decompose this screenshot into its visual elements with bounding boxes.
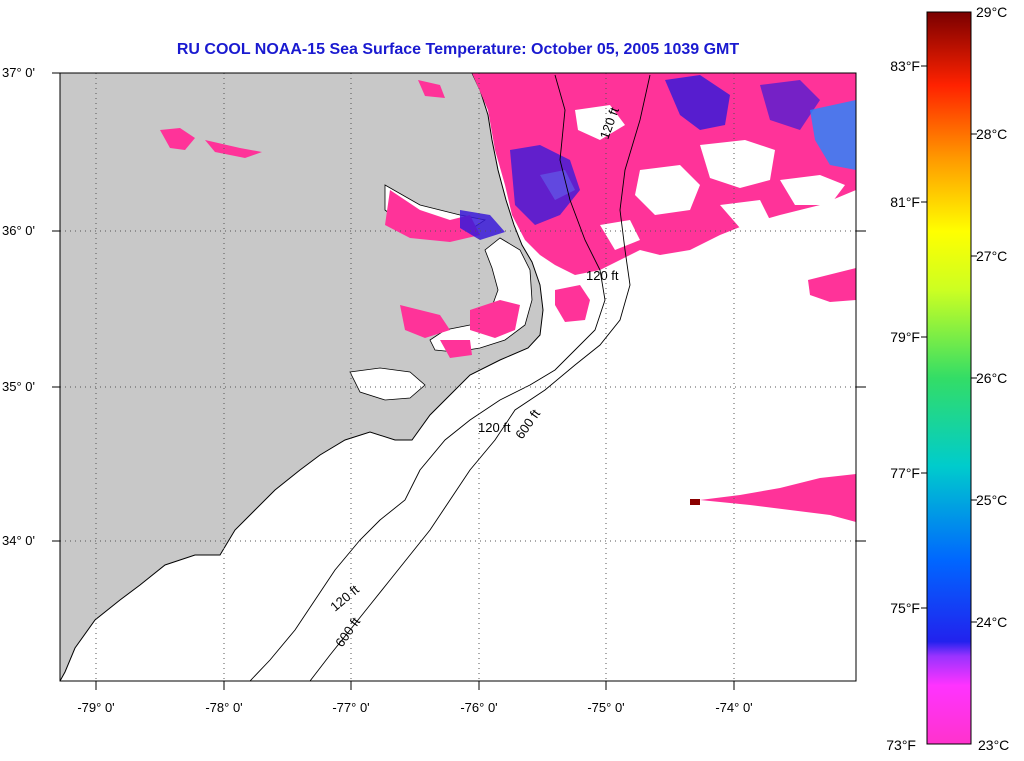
lat-label: 36° 0'	[2, 223, 35, 238]
fahrenheit-label: 75°F	[890, 600, 920, 616]
lat-label: 34° 0'	[2, 533, 35, 548]
latitude-labels: 37° 0' 36° 0' 35° 0' 34° 0'	[2, 65, 35, 548]
fahrenheit-label: 79°F	[890, 329, 920, 345]
colorbar-ticks	[921, 65, 977, 623]
svg-text:120 ft: 120 ft	[586, 268, 619, 283]
celsius-label: 24°C	[976, 614, 1007, 630]
celsius-label: 28°C	[976, 126, 1007, 142]
celsius-label: 26°C	[976, 370, 1007, 386]
frame-ticks	[52, 72, 866, 690]
celsius-label: 25°C	[976, 492, 1007, 508]
sound-south	[349, 367, 426, 401]
lon-label: -76° 0'	[460, 700, 497, 715]
lon-label: -77° 0'	[332, 700, 369, 715]
celsius-label: 27°C	[976, 248, 1007, 264]
fahrenheit-label: 83°F	[890, 58, 920, 74]
cloud-gaps	[540, 105, 845, 250]
lon-label: -78° 0'	[205, 700, 242, 715]
lat-label: 35° 0'	[2, 379, 35, 394]
lon-label: -74° 0'	[715, 700, 752, 715]
bathymetry-contours	[249, 74, 651, 681]
fahrenheit-label: 77°F	[890, 465, 920, 481]
celsius-label: 29°C	[976, 4, 1007, 20]
map-title: RU COOL NOAA-15 Sea Surface Temperature:…	[176, 41, 740, 58]
sst-cool-field	[460, 75, 856, 240]
lon-label: -79° 0'	[77, 700, 114, 715]
colorbar-celsius-labels: 29°C 28°C 27°C 26°C 25°C 24°C 23°C	[976, 4, 1009, 753]
lat-label: 37° 0'	[2, 65, 35, 80]
lon-label: -75° 0'	[587, 700, 624, 715]
fahrenheit-label: 81°F	[890, 194, 920, 210]
longitude-labels: -79° 0' -78° 0' -77° 0' -76° 0' -75° 0' …	[77, 700, 752, 715]
warm-hotspot	[690, 499, 700, 505]
colorbar-fahrenheit-labels: 83°F 81°F 79°F 77°F 75°F 73°F	[886, 58, 920, 753]
celsius-label: 23°C	[978, 737, 1009, 753]
colorbar	[926, 11, 972, 745]
fahrenheit-label: 73°F	[886, 737, 916, 753]
svg-text:120 ft: 120 ft	[478, 420, 511, 435]
map-frame	[59, 72, 857, 682]
